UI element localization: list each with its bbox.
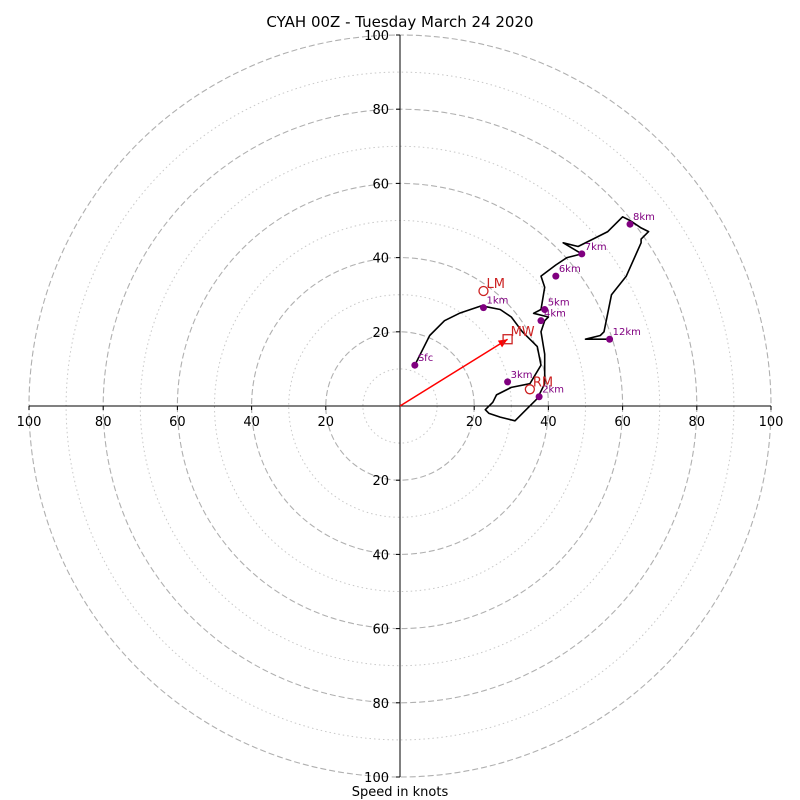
x-tick-label: 100 (17, 415, 42, 430)
height-marker-label: Sfc (418, 353, 433, 364)
y-tick-label: 60 (372, 623, 389, 638)
y-tick-label: 20 (372, 326, 389, 341)
motion-label: LM (486, 277, 504, 292)
motion-marker (502, 334, 513, 345)
height-marker-label: 8km (633, 212, 655, 223)
height-marker-point (411, 361, 419, 369)
height-marker-label: 4km (544, 309, 566, 320)
y-tick-label: 100 (364, 771, 389, 786)
storm-motion-points: LM RM MW (478, 277, 553, 395)
hodograph-line (414, 216, 650, 422)
x-tick-label: 40 (540, 415, 557, 430)
y-tick-label: 40 (372, 548, 389, 563)
height-marker-label: 5km (548, 298, 570, 309)
x-tick-label: 20 (318, 415, 335, 430)
height-marker-label: 12km (613, 327, 641, 338)
motion-label: MW (511, 325, 535, 340)
mean-wind-vector (399, 338, 508, 407)
y-tick-label: 40 (372, 252, 389, 267)
height-marker-point (504, 378, 512, 386)
height-marker-point (541, 306, 549, 314)
height-marker-label: 1km (486, 296, 508, 307)
x-tick-label: 40 (243, 415, 260, 430)
x-tick-label: 60 (169, 415, 186, 430)
motion-marker (478, 285, 489, 297)
y-tick-label: 80 (372, 697, 389, 712)
height-marker-label: 3km (511, 370, 533, 381)
x-tick-label: 100 (759, 415, 784, 430)
height-marker-point (537, 317, 545, 325)
height-marker-label: 7km (585, 242, 607, 253)
y-tick-label: 80 (372, 103, 389, 118)
y-tick-label: 100 (364, 29, 389, 44)
height-marker-point (626, 220, 634, 228)
x-tick-label: 60 (614, 415, 631, 430)
tick-labels: 100 80 60 40 20 20 40 60 80 100 100 80 60 40 20 20 40 60 8… (17, 29, 784, 786)
hodograph-series (399, 216, 650, 422)
motion-label: RM (533, 375, 553, 390)
height-marker-point (552, 272, 560, 280)
x-tick-label: 20 (466, 415, 483, 430)
x-tick-label: 80 (689, 415, 706, 430)
height-marker-point (479, 304, 487, 312)
height-marker-point (606, 335, 614, 343)
y-tick-label: 20 (372, 474, 389, 489)
x-tick-label: 80 (95, 415, 112, 430)
y-tick-label: 60 (372, 177, 389, 192)
motion-marker (524, 384, 535, 395)
x-axis-label: Speed in knots (352, 785, 449, 800)
height-marker-point (535, 393, 543, 401)
chart-title: CYAH 00Z - Tuesday March 24 2020 (266, 13, 533, 31)
height-marker-label: 6km (559, 264, 581, 275)
height-marker-point (578, 250, 586, 258)
height-marker-label: 2km (542, 385, 564, 396)
